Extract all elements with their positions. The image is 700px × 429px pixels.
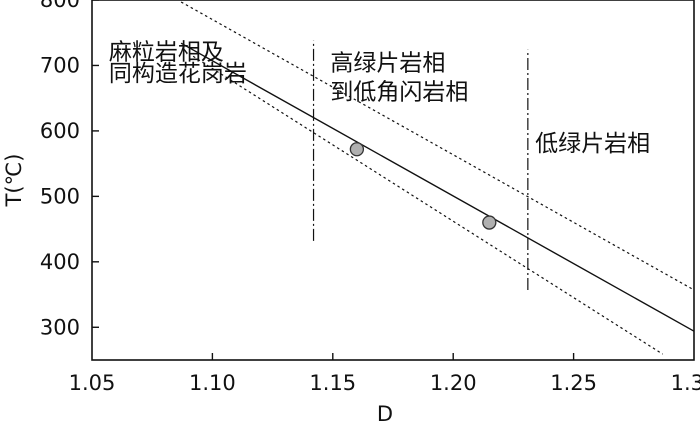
x-tick-label: 1.20 xyxy=(430,371,477,395)
y-tick-label: 300 xyxy=(40,315,80,339)
data-points xyxy=(349,142,497,230)
y-axis-title: T(℃) xyxy=(2,154,26,208)
x-axis-title: D xyxy=(377,402,393,426)
confidence-band xyxy=(180,1,695,355)
zone-label-2: 到低角闪岩相 xyxy=(330,79,468,105)
x-tick-label: 1.25 xyxy=(550,371,597,395)
facies-boundaries xyxy=(312,40,529,290)
y-axis-ticks: 300 400 500 600 700 800 xyxy=(40,0,99,339)
zone-label-1: 同构造花岗岩 xyxy=(109,61,247,87)
x-axis-ticks: 1.05 1.10 1.15 1.20 1.25 1.30 xyxy=(69,353,700,395)
x-tick-label: 1.10 xyxy=(189,371,236,395)
zone-label-3: 低绿片岩相 xyxy=(535,131,650,157)
y-tick-label: 800 xyxy=(40,0,80,12)
confidence-band-upper xyxy=(180,1,695,291)
fit-line-group xyxy=(180,42,695,332)
y-tick-label: 600 xyxy=(40,119,80,143)
zone-label-2: 高绿片岩相 xyxy=(330,51,445,77)
y-tick-label: 700 xyxy=(40,53,80,77)
x-tick-label: 1.05 xyxy=(69,371,116,395)
fit-line xyxy=(180,42,695,332)
x-tick-label: 1.30 xyxy=(671,371,700,395)
y-tick-label: 500 xyxy=(40,184,80,208)
y-tick-label: 400 xyxy=(40,250,80,274)
plot-frame xyxy=(91,0,695,361)
confidence-band-lower xyxy=(192,55,664,355)
data-point-1 xyxy=(349,142,365,157)
data-point-2 xyxy=(482,215,497,230)
zone-label-1: 麻粒岩相及 xyxy=(109,40,224,66)
x-tick-label: 1.15 xyxy=(309,371,356,395)
